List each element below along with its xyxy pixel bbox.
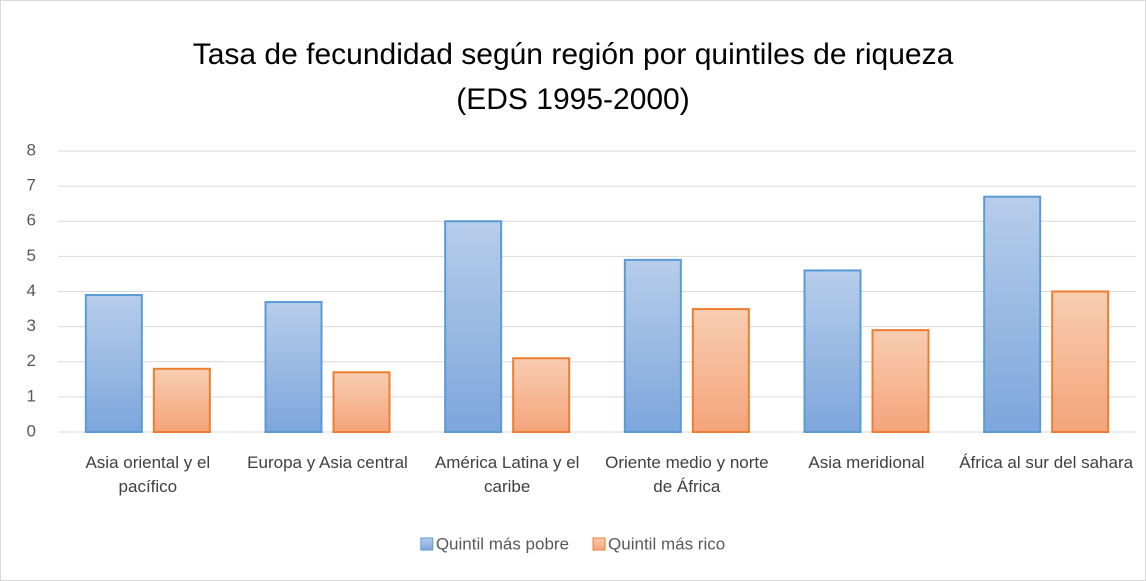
x-tick-label: América Latina y el caribe bbox=[434, 453, 580, 496]
legend-label: Quintil más rico bbox=[608, 534, 725, 553]
bar bbox=[332, 371, 391, 434]
bar bbox=[152, 367, 211, 433]
bar bbox=[84, 294, 143, 434]
bar bbox=[871, 329, 930, 434]
x-tick-label: Europa y Asia central bbox=[247, 453, 408, 472]
chart-title: (EDS 1995-2000) bbox=[456, 83, 689, 116]
y-tick-label: 5 bbox=[27, 246, 36, 265]
bar bbox=[444, 220, 503, 433]
y-tick-label: 8 bbox=[27, 140, 36, 159]
bar bbox=[983, 195, 1042, 433]
chart-title: Tasa de fecundidad según región por quin… bbox=[193, 38, 954, 71]
x-tick-label: África al sur del sahara bbox=[959, 453, 1134, 472]
y-tick-label: 2 bbox=[27, 351, 36, 370]
y-tick-label: 7 bbox=[27, 176, 36, 195]
bar bbox=[1051, 290, 1110, 433]
x-tick-label: Asia meridional bbox=[808, 453, 925, 472]
legend-swatch bbox=[592, 537, 606, 551]
legend-swatch bbox=[420, 537, 434, 551]
legend-label: Quintil más pobre bbox=[436, 534, 569, 553]
y-tick-label: 1 bbox=[27, 386, 36, 405]
bar bbox=[691, 308, 750, 433]
y-tick-label: 6 bbox=[27, 211, 36, 230]
bar bbox=[803, 269, 862, 433]
y-tick-label: 0 bbox=[27, 421, 36, 440]
x-tick-label: Oriente medio y norte de África bbox=[605, 453, 769, 496]
bar bbox=[623, 258, 682, 434]
x-tick-label: Asia oriental y el pacífico bbox=[85, 453, 211, 496]
y-tick-label: 4 bbox=[27, 281, 36, 300]
y-tick-label: 3 bbox=[27, 316, 36, 335]
bar bbox=[264, 301, 323, 433]
bar bbox=[512, 357, 571, 433]
